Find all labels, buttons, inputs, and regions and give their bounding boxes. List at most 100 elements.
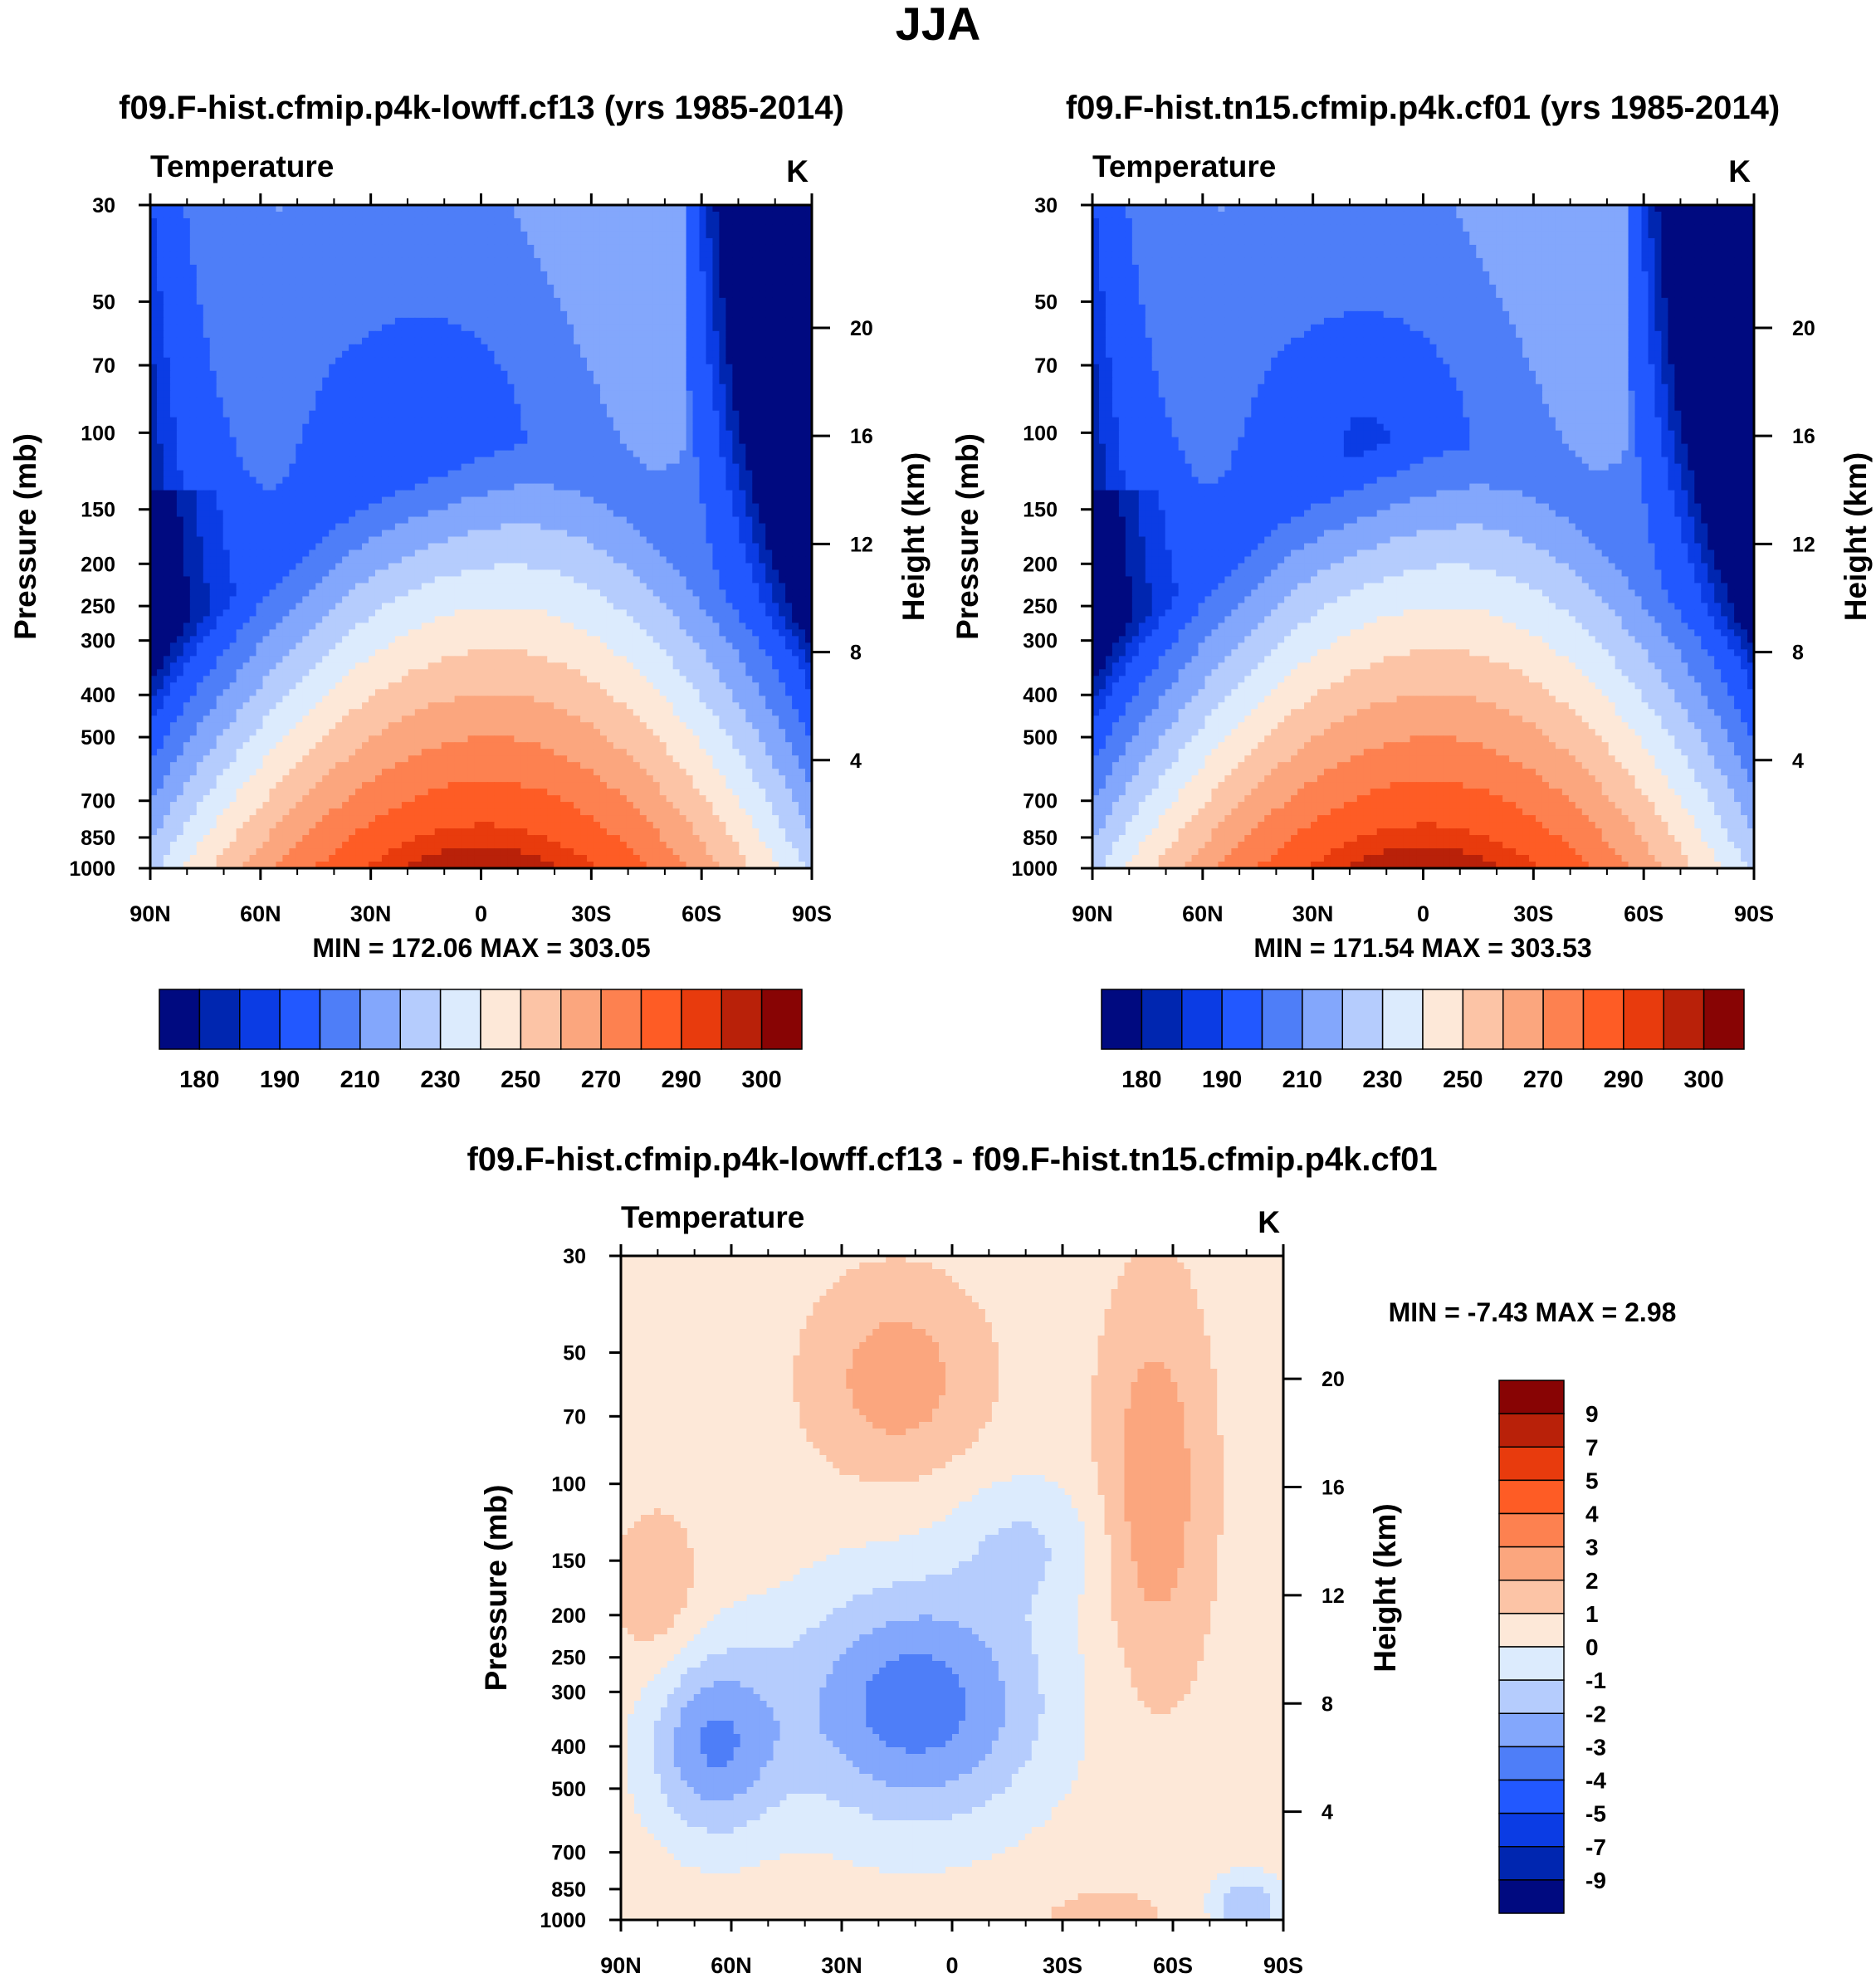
contour-cell — [249, 304, 257, 312]
contour-cell — [322, 337, 330, 345]
contour-cell — [256, 211, 264, 219]
contour-cell — [606, 224, 614, 232]
contour-cell — [494, 377, 502, 385]
contour-cell — [349, 423, 356, 432]
contour-cell — [474, 530, 482, 538]
contour-cell — [414, 390, 423, 398]
contour-cell — [183, 237, 191, 246]
contour-cell — [374, 344, 383, 352]
contour-cell — [666, 483, 674, 491]
contour-cell — [567, 403, 574, 412]
contour-cell — [686, 357, 694, 365]
contour-cell — [342, 403, 349, 412]
contour-cell — [282, 264, 290, 272]
contour-cell — [639, 324, 647, 332]
contour-cell — [209, 304, 217, 312]
contour-cell — [256, 390, 264, 398]
contour-cell — [222, 264, 231, 272]
contour-cell — [374, 430, 383, 438]
contour-cell — [342, 483, 349, 491]
contour-cell — [315, 324, 323, 332]
contour-cell — [652, 205, 661, 212]
contour-cell — [189, 483, 198, 491]
contour-cell — [646, 410, 654, 418]
contour-cell — [514, 503, 521, 511]
contour-cell — [732, 496, 740, 505]
contour-cell — [302, 264, 310, 272]
contour-cell — [269, 483, 277, 491]
contour-cell — [725, 304, 733, 312]
contour-cell — [626, 510, 634, 518]
contour-cell — [355, 237, 363, 246]
contour-cell — [427, 390, 436, 398]
contour-cell — [236, 417, 244, 425]
contour-cell — [593, 310, 601, 319]
contour-cell — [401, 417, 409, 425]
contour-cell — [394, 304, 403, 312]
contour-cell — [487, 304, 496, 312]
contour-cell — [276, 224, 283, 232]
contour-cell — [799, 277, 806, 286]
contour-cell — [474, 496, 482, 505]
contour-cell — [567, 450, 574, 458]
contour-cell — [229, 377, 237, 385]
contour-cell — [447, 470, 456, 478]
contour-cell — [289, 211, 296, 219]
contour-cell — [427, 337, 436, 345]
contour-cell — [712, 410, 721, 418]
contour-cell — [315, 205, 323, 212]
contour-cell — [388, 397, 396, 405]
contour-cell — [672, 244, 681, 252]
contour-cell — [394, 530, 403, 538]
contour-cell — [599, 476, 608, 485]
contour-cell — [414, 304, 423, 312]
contour-cell — [547, 271, 554, 279]
contour-cell — [256, 304, 264, 312]
contour-cell — [355, 496, 363, 505]
contour-cell — [759, 403, 766, 412]
contour-cell — [652, 516, 661, 525]
contour-cell — [209, 443, 217, 452]
contour-cell — [189, 490, 198, 498]
contour-cell — [362, 277, 369, 286]
contour-cell — [196, 324, 204, 332]
contour-cell — [619, 257, 628, 266]
contour-cell — [606, 350, 614, 359]
contour-cell — [567, 237, 574, 246]
contour-cell — [659, 496, 667, 505]
contour-cell — [355, 457, 363, 465]
contour-cell — [342, 251, 349, 259]
contour-cell — [421, 370, 429, 379]
contour-cell — [427, 344, 436, 352]
contour-cell — [229, 490, 237, 498]
contour-cell — [461, 450, 469, 458]
contour-cell — [785, 503, 793, 511]
contour-cell — [725, 403, 733, 412]
contour-cell — [514, 476, 521, 485]
contour-cell — [203, 291, 211, 299]
contour-cell — [792, 503, 799, 511]
contour-cell — [156, 496, 164, 505]
contour-cell — [494, 490, 502, 498]
contour-cell — [732, 516, 740, 525]
contour-cell — [527, 390, 535, 398]
contour-cell — [362, 397, 369, 405]
contour-cell — [494, 443, 502, 452]
contour-cell — [342, 476, 349, 485]
contour-cell — [163, 297, 171, 305]
contour-cell — [408, 476, 416, 485]
contour-cell — [335, 224, 343, 232]
contour-cell — [374, 237, 383, 246]
contour-cell — [421, 217, 429, 226]
contour-cell — [394, 277, 403, 286]
contour-cell — [362, 470, 369, 478]
contour-cell — [414, 357, 423, 365]
contour-cell — [150, 503, 158, 511]
contour-cell — [282, 397, 290, 405]
contour-cell — [276, 297, 283, 305]
contour-cell — [494, 205, 502, 212]
contour-cell — [447, 257, 456, 266]
contour-cell — [587, 304, 594, 312]
contour-cell — [752, 205, 760, 212]
contour-cell — [474, 324, 482, 332]
